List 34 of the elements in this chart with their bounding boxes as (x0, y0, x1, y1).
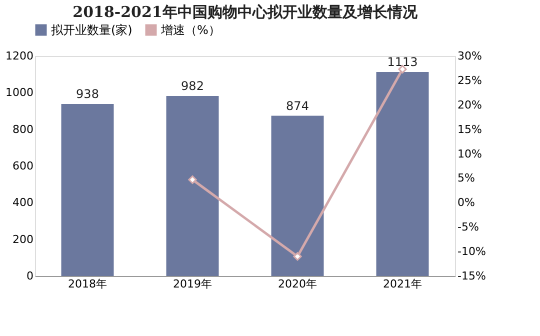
point (293, 252, 302, 261)
x-tick-label: 2020年 (278, 278, 317, 290)
data-label: 982 (181, 78, 204, 93)
data-label: 1113 (387, 54, 418, 69)
y2-tick-label: 10% (458, 147, 482, 160)
legend-label: 增速（%） (160, 23, 220, 37)
legend-label: 拟开业数量(家) (51, 23, 132, 37)
y2-tick-label: 0% (458, 196, 475, 210)
y2-tick-label: 5% (458, 172, 475, 185)
y-tick-label: 800 (12, 122, 34, 136)
y-tick-label: 200 (12, 232, 34, 246)
x-tick-label: 2021年 (383, 278, 422, 290)
y-tick-label: 0 (26, 270, 34, 282)
y2-tick-label: 25% (458, 74, 482, 87)
point (188, 175, 197, 184)
y-tick-label: 600 (12, 160, 34, 172)
bar (271, 116, 324, 276)
x-tick-label: 2018年 (68, 278, 107, 290)
bar (166, 96, 219, 276)
x-tick-label: 2019年 (173, 278, 212, 290)
y2-tick-label: -15% (458, 270, 486, 282)
y2-tick-label: 30% (458, 50, 482, 62)
data-label: 938 (76, 87, 99, 102)
bar (376, 72, 429, 276)
data-label: 874 (286, 98, 309, 113)
y-tick-label: 1200 (6, 50, 34, 62)
y-tick-label: 1000 (6, 86, 34, 100)
y2-tick-label: -10% (458, 245, 486, 258)
y2-tick-label: 15% (458, 122, 482, 136)
bar (61, 104, 114, 276)
y-tick-label: 400 (12, 196, 34, 210)
y2-tick-label: -5% (458, 220, 479, 234)
chart-title: 2018-2021年中国购物中心拟开业数量及增长情况 (72, 3, 418, 21)
y2-tick-label: 20% (458, 98, 482, 112)
